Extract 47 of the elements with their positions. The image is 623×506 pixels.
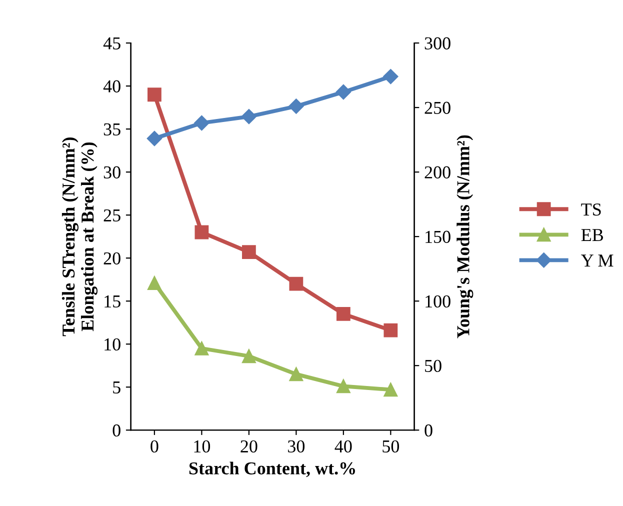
point [289,367,304,382]
y2-tick-label: 50 [425,360,442,372]
point [336,307,350,321]
y2-axis-title: Young's Modulus (N/mm²) [456,135,474,338]
y2-tick-label: 300 [424,37,450,50]
legend-label: TS [581,203,601,216]
point [194,341,209,356]
y-tick-label: 5 [113,382,120,394]
point [384,323,398,338]
point [384,382,398,397]
point [148,276,162,290]
legend-label: EB [581,229,604,242]
y2-tick-label: 100 [426,295,450,308]
y-tick-label: 45 [103,37,120,50]
x-tick-label: 10 [194,440,210,453]
y-axis-title: Tensile STrength (N/mm²) Elongation at Break (%) [62,137,98,336]
point [288,98,304,114]
y-tick-label: 10 [104,338,120,351]
y-tick-label: 30 [104,166,120,178]
y-tick-label: 25 [104,209,120,222]
point [289,276,304,291]
y-tick-label: 0 [112,424,120,437]
x-tick-label: 50 [382,440,400,453]
y-tick-label: 40 [103,80,120,92]
y2-tick-label: 150 [426,230,450,243]
x-tick-label: 0 [150,440,158,453]
legend-label: Y M [581,254,614,266]
y2-tick-label: 250 [424,102,450,114]
x-tick-label: 30 [288,440,305,453]
point [241,108,257,124]
y-tick-label: 15 [104,295,120,308]
x-axis-title: Starch Content, wt.% [189,462,355,478]
point [383,68,398,84]
point [336,84,351,100]
point [336,379,350,394]
point [242,245,256,259]
y-tick-label: 20 [104,252,120,264]
point [194,115,210,131]
y2-tick-label: 200 [424,166,450,178]
y-tick-label: 35 [104,123,120,136]
point [194,225,209,240]
x-tick-label: 40 [334,440,352,453]
point [148,88,162,102]
point [146,130,162,146]
point [242,349,256,364]
y2-tick-label: 0 [424,424,432,437]
x-tick-label: 20 [240,440,258,453]
